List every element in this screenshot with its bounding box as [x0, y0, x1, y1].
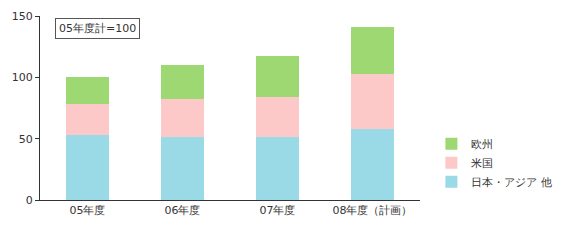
svg-text:100: 100 [12, 71, 33, 84]
svg-text:08年度（計画）: 08年度（計画） [333, 204, 413, 217]
svg-text:05年度: 05年度 [70, 204, 106, 217]
svg-text:07年度: 07年度 [260, 204, 296, 217]
svg-text:150: 150 [12, 10, 33, 23]
svg-text:05年度計=100: 05年度計=100 [59, 22, 136, 35]
svg-text:0: 0 [26, 194, 33, 207]
svg-text:50: 50 [19, 133, 33, 146]
svg-text:欧州: 欧州 [471, 138, 493, 151]
svg-text:日本・アジア 他: 日本・アジア 他 [471, 176, 552, 189]
svg-text:06年度: 06年度 [165, 204, 201, 217]
svg-text:米国: 米国 [471, 157, 493, 170]
